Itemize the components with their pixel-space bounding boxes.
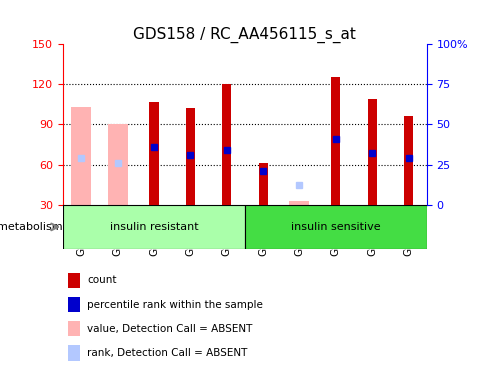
Text: insulin resistant: insulin resistant [109,222,198,232]
Bar [149,102,158,205]
Bar [63,205,244,249]
Text: percentile rank within the sample: percentile rank within the sample [87,299,263,310]
Title: GDS158 / RC_AA456115_s_at: GDS158 / RC_AA456115_s_at [133,26,356,42]
Bar [403,116,412,205]
Text: value, Detection Call = ABSENT: value, Detection Call = ABSENT [87,324,252,334]
Bar [71,107,91,205]
Bar [68,273,80,288]
Bar [258,163,267,205]
Bar [68,297,80,312]
Bar [68,345,80,361]
Bar [185,108,195,205]
Bar [68,321,80,336]
Bar [289,201,309,205]
Bar [222,84,231,205]
Bar [107,124,127,205]
Text: count: count [87,275,117,285]
Text: metabolism: metabolism [0,222,62,232]
Bar [367,99,376,205]
Bar [331,78,340,205]
Text: rank, Detection Call = ABSENT: rank, Detection Call = ABSENT [87,348,247,358]
Text: insulin sensitive: insulin sensitive [290,222,380,232]
Bar [244,205,426,249]
